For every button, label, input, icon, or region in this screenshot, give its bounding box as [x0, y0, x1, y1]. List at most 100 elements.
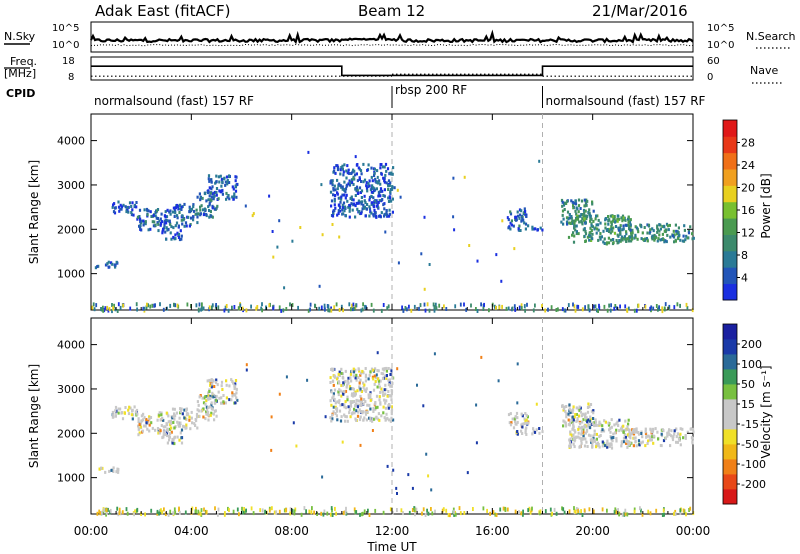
- echo-cell: [334, 194, 337, 197]
- echo-cell: [597, 423, 600, 427]
- echo-cell: [627, 220, 630, 224]
- echo-cell: [686, 306, 689, 310]
- echo-cell: [222, 400, 225, 404]
- echo-cell: [368, 207, 372, 211]
- echo-cell: [387, 196, 390, 200]
- echo-cell: [379, 390, 382, 394]
- echo-cell: [352, 177, 355, 180]
- echo-cell: [348, 179, 351, 183]
- echo-cell: [206, 413, 209, 416]
- echo-cell: [388, 184, 391, 187]
- echo-cell: [423, 287, 426, 291]
- echo-cell: [336, 168, 340, 172]
- echo-cell: [162, 227, 165, 231]
- echo-cell: [569, 430, 572, 434]
- echo-cell: [675, 229, 678, 233]
- echo-cell: [568, 423, 571, 427]
- echo-cell: [369, 398, 372, 402]
- echo-cell: [655, 235, 658, 239]
- echo-cell: [677, 237, 680, 241]
- echo-cell: [687, 231, 691, 235]
- echo-cell: [341, 164, 344, 168]
- echo-cell: [383, 194, 386, 198]
- echo-cell: [285, 307, 288, 311]
- echo-cell: [668, 304, 671, 309]
- echo-cell: [387, 383, 390, 387]
- echo-cell: [152, 214, 155, 218]
- echo-cell: [359, 200, 362, 204]
- echo-cell: [174, 414, 177, 418]
- echo-cell: [692, 430, 695, 434]
- echo-cell: [114, 405, 118, 409]
- echo-cell: [407, 473, 410, 477]
- echo-cell: [568, 409, 571, 413]
- echo-cell: [232, 197, 235, 201]
- echo-cell: [330, 403, 333, 407]
- echo-cell: [374, 199, 377, 202]
- echo-cell: [367, 163, 370, 167]
- echo-cell: [630, 234, 634, 238]
- echo-cell: [174, 233, 177, 237]
- echo-cell: [533, 430, 537, 434]
- echo-cell: [120, 205, 124, 209]
- echo-cell: [146, 302, 148, 307]
- echo-cell: [210, 195, 213, 199]
- echo-cell: [359, 169, 363, 173]
- echo-cell: [119, 511, 122, 516]
- echo-cell: [390, 394, 393, 398]
- echo-cell: [362, 385, 365, 389]
- y-tick-label: 3000: [57, 179, 85, 192]
- echo-cell: [575, 212, 578, 216]
- echo-cell: [176, 303, 179, 308]
- echo-cell: [588, 405, 591, 409]
- echo-cell: [261, 308, 263, 313]
- echo-cell: [216, 204, 219, 208]
- echo-cell: [560, 220, 563, 224]
- echo-cell: [166, 219, 169, 223]
- echo-cell: [179, 407, 182, 411]
- echo-cell: [207, 205, 210, 209]
- echo-cell: [194, 212, 197, 216]
- velocity-echoes: [96, 351, 695, 518]
- echo-cell: [606, 439, 609, 443]
- echo-cell: [233, 384, 236, 388]
- echo-cell: [583, 212, 586, 215]
- echo-cell: [564, 308, 567, 313]
- echo-cell: [363, 199, 366, 203]
- echo-cell: [661, 513, 664, 517]
- echo-cell: [341, 167, 344, 171]
- echo-cell: [582, 434, 585, 438]
- colorbar-cell: [723, 384, 737, 400]
- echo-cell: [507, 306, 510, 311]
- echo-cell: [569, 411, 572, 414]
- cpid-segment-label: rbsp 200 RF: [395, 83, 467, 97]
- echo-cell: [562, 222, 565, 226]
- echo-cell: [161, 229, 164, 233]
- echo-cell: [188, 415, 191, 419]
- echo-cell: [620, 444, 623, 448]
- echo-cell: [615, 510, 618, 515]
- echo-cell: [351, 303, 353, 308]
- echo-cell: [584, 431, 587, 435]
- echo-cell: [382, 303, 385, 307]
- echo-cell: [349, 181, 352, 185]
- echo-cell: [669, 444, 672, 448]
- echo-cell: [327, 304, 330, 309]
- echo-cell: [318, 284, 321, 288]
- echo-cell: [180, 208, 183, 211]
- echo-cell: [588, 426, 591, 430]
- echo-cell: [344, 419, 347, 423]
- echo-cell: [627, 418, 630, 422]
- echo-cell: [561, 204, 564, 208]
- echo-cell: [338, 374, 341, 377]
- echo-cell: [520, 306, 523, 311]
- echo-cell: [396, 492, 398, 495]
- echo-cell: [352, 168, 355, 172]
- echo-cell: [617, 424, 620, 427]
- echo-cell: [686, 236, 689, 240]
- echo-cell: [172, 226, 175, 230]
- echo-cell: [627, 223, 630, 227]
- echo-cell: [354, 194, 357, 197]
- echo-cell: [615, 239, 618, 242]
